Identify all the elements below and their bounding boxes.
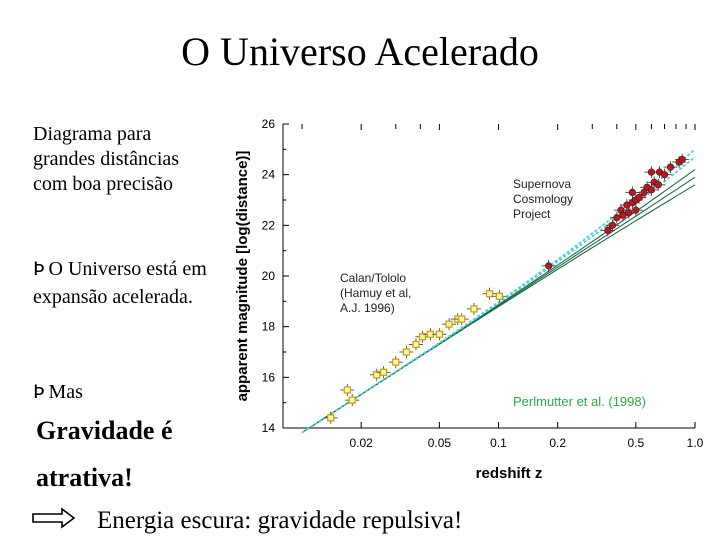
data-point-calan bbox=[445, 320, 453, 328]
x-axis-label: redshift z bbox=[476, 465, 543, 482]
data-point-scp bbox=[666, 163, 675, 171]
x-tick-label: 0.1 bbox=[490, 436, 507, 450]
bullet-item: Þ Mas bbox=[33, 378, 213, 406]
data-point-calan bbox=[458, 315, 466, 323]
data-point-calan bbox=[379, 368, 388, 376]
data-point-calan bbox=[470, 305, 478, 313]
x-tick-label: 0.05 bbox=[428, 436, 452, 450]
emphasis-line: atrativa! bbox=[36, 463, 133, 492]
y-tick-label: 22 bbox=[262, 218, 276, 232]
data-point-calan bbox=[495, 292, 503, 300]
data-point-calan bbox=[348, 396, 356, 404]
data-point-calan bbox=[327, 414, 335, 422]
bullet-marker: Þ bbox=[33, 258, 45, 280]
x-tick-label: 1.0 bbox=[687, 436, 703, 450]
y-tick-label: 24 bbox=[262, 168, 276, 182]
data-point-calan bbox=[485, 290, 494, 298]
y-tick-label: 14 bbox=[262, 421, 276, 435]
conclusion-text: Energia escura: gravidade repulsiva! bbox=[97, 507, 463, 534]
x-tick-label: 0.5 bbox=[628, 436, 645, 450]
data-point-calan bbox=[373, 371, 381, 379]
model-curve bbox=[301, 148, 696, 434]
data-point-scp bbox=[625, 209, 633, 217]
annotation-supernova: Cosmology bbox=[513, 192, 573, 206]
annotation-supernova: Supernova bbox=[513, 177, 571, 191]
bullet-marker: Þ bbox=[33, 381, 45, 403]
annotation-citation: Perlmutter et al. (1998) bbox=[513, 394, 646, 409]
data-point-calan bbox=[412, 340, 420, 348]
annotation-calan: A.J. 1996) bbox=[340, 301, 395, 315]
double-line-right-arrow-icon bbox=[32, 507, 76, 529]
data-point-scp bbox=[660, 171, 669, 179]
data-point-calan bbox=[343, 386, 351, 394]
annotation-calan: Calan/Tololo bbox=[340, 271, 406, 285]
data-point-scp bbox=[613, 214, 621, 222]
emphasis-line: Gravidade é bbox=[36, 416, 173, 445]
y-tick-label: 18 bbox=[262, 320, 276, 334]
y-tick-label: 20 bbox=[262, 269, 276, 283]
data-point-scp bbox=[678, 155, 686, 164]
x-tick-label: 0.2 bbox=[549, 436, 566, 450]
bullet-text: O Universo está em expansão acelerada. bbox=[33, 258, 207, 308]
data-point-scp bbox=[608, 221, 617, 229]
hubble-diagram: 14 16 18 20 22 24 26 0.02 0.05 0.1 0.2 0.5 1.0 redshi… bbox=[234, 117, 703, 482]
slide-title: O Universo Acelerado bbox=[181, 29, 539, 74]
data-point-scp bbox=[632, 206, 640, 214]
data-point-scp bbox=[647, 186, 656, 194]
chart-description: Diagrama para grandes distâncias com boa… bbox=[33, 123, 180, 195]
x-tick-label: 0.02 bbox=[350, 436, 374, 450]
annotation-calan: (Hamuy et al, bbox=[340, 286, 411, 300]
y-tick-label: 26 bbox=[262, 117, 276, 131]
bullet-text: Mas bbox=[48, 381, 83, 403]
data-point-calan bbox=[435, 330, 443, 338]
data-point-scp bbox=[654, 181, 662, 189]
data-point-scp bbox=[604, 226, 612, 234]
data-point-scp bbox=[647, 168, 656, 176]
data-point-scp bbox=[635, 193, 643, 202]
data-point-scp bbox=[628, 188, 636, 196]
y-tick-label: 16 bbox=[262, 370, 276, 384]
data-point-calan bbox=[402, 348, 411, 356]
data-point-calan bbox=[418, 333, 427, 341]
data-point-scp bbox=[545, 262, 553, 270]
data-point-calan bbox=[392, 358, 400, 366]
annotation-supernova: Project bbox=[513, 207, 551, 221]
y-axis-label: apparent magnitude [log(distance)] bbox=[234, 151, 251, 402]
